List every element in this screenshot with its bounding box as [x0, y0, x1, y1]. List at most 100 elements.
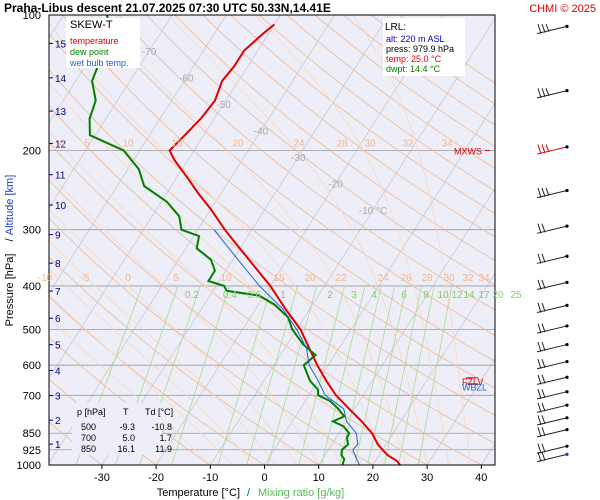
wind-barb-dot	[565, 342, 569, 347]
theta-label: 34	[441, 138, 453, 149]
altitude-tick-label: 10	[55, 201, 67, 212]
theta-label: 5	[84, 138, 90, 149]
wind-barb-flag	[545, 144, 550, 153]
wind-barb-dot	[565, 224, 569, 228]
y-axis-label-pressure: Pressure [hPa]	[4, 254, 16, 327]
legend-heading: SKEW-T	[70, 19, 113, 31]
altitude-tick-label: 3	[55, 392, 61, 403]
lrl-box	[383, 18, 465, 76]
wind-barb-flag	[537, 402, 542, 413]
mixing-ratio-line	[354, 285, 396, 465]
wind-barb-dot	[565, 390, 569, 394]
level-label-wbzl: WBZL	[462, 383, 487, 393]
wind-barbs	[536, 23, 569, 463]
isotherm-label: -10 °C	[359, 206, 387, 217]
lrl-heading: LRL:	[385, 22, 406, 33]
theta-label: 15	[171, 138, 183, 149]
wind-barb-shaft	[536, 453, 568, 463]
table-cell: 11.9	[155, 444, 172, 454]
wind-barb-flag	[545, 23, 550, 32]
wind-barb-flag	[541, 223, 546, 233]
x-tick-label: -30	[94, 472, 110, 484]
table-cell: -9.3	[119, 422, 135, 432]
mixing-ratio-line	[383, 285, 422, 465]
legend-dew-point: dew point	[70, 47, 109, 57]
moist-adiabat-line	[97, 15, 406, 465]
x-axis-label-mixing-ratio: Mixing ratio [g/kg]	[258, 487, 344, 499]
pressure-tick-label: 400	[23, 281, 41, 293]
mixing-ratio-label: 0.2	[185, 290, 199, 301]
table-header-t: T	[123, 407, 129, 417]
wind-barb-flag	[537, 374, 542, 385]
theta-label: 20	[232, 138, 244, 149]
mixing-ratio-label: 25	[510, 290, 522, 301]
wind-barb-flag	[537, 443, 542, 454]
wind-barb-flag	[537, 302, 542, 313]
wind-barb-dot	[565, 324, 569, 328]
dry-adiabat-line	[49, 256, 320, 465]
isotherm-line	[372, 272, 495, 465]
wind-barb-shaft	[536, 281, 568, 291]
mixing-ratio-label: 14	[463, 290, 475, 301]
isotherm-line	[426, 357, 495, 465]
pressure-tick-label: 700	[23, 390, 41, 402]
wind-barb-dot	[565, 403, 569, 407]
wind-barb-flag	[541, 88, 546, 98]
wind-barb-flag	[537, 187, 542, 198]
wind-barb-flag	[541, 253, 546, 263]
dry-adiabat-line	[62, 15, 495, 362]
wind-barb-dot	[565, 254, 569, 258]
legend-temperature: temperature	[70, 36, 119, 46]
theta-label: 20	[304, 273, 316, 284]
wind-barb-flag	[541, 23, 546, 33]
wind-barb-flag	[541, 389, 546, 399]
axes: -30 -20 -10 0 10 20 30 401002003004005006007008…	[17, 10, 522, 484]
mixing-ratio-line	[298, 285, 345, 465]
wind-barb-dot	[565, 428, 569, 432]
pressure-tick-label: 1000	[17, 460, 41, 472]
moist-adiabat-line	[254, 15, 450, 465]
wind-barb-flag	[537, 427, 542, 437]
moist-adiabat-line	[49, 317, 211, 465]
dew-point-line	[88, 15, 351, 465]
wind-barb-flag	[537, 389, 542, 400]
wind-barb-shaft	[536, 417, 568, 426]
isotherm-label: -70	[142, 47, 157, 58]
mixing-ratio-line	[398, 285, 435, 465]
x-tick-label: 30	[421, 472, 433, 484]
isotherm-label: -20	[328, 179, 343, 190]
mixing-ratio-line	[217, 285, 272, 465]
wind-barb-shaft	[536, 344, 568, 353]
theta-label: 30	[364, 138, 376, 149]
level-label-fzlv: FZLV	[462, 377, 483, 387]
wind-barb-shaft	[536, 25, 568, 35]
lrl-dewpoint: dwpt: 14.4 °C	[386, 64, 441, 74]
altitude-tick-label: 6	[55, 314, 61, 325]
moist-adiabat-line	[167, 15, 428, 465]
pressure-tick-label: 300	[23, 225, 41, 237]
lrl-altitude: alt: 220 m ASL	[386, 34, 445, 44]
moist-adiabat-line	[49, 240, 276, 465]
isotherm-label: -50	[216, 100, 231, 111]
lrl-temperature: temp: 25.0 °C	[386, 54, 442, 64]
dry-adiabat-line	[49, 142, 483, 465]
wind-barb-dot	[565, 416, 569, 420]
isotherm-line	[49, 15, 173, 209]
level-table: p [hPa] T Td [°C] 500 -9.3 -10.8 700 5.0…	[72, 403, 173, 455]
wind-barb-shaft	[536, 429, 568, 438]
wind-barb-shaft	[536, 325, 568, 334]
wind-barb-flag	[537, 279, 542, 290]
wind-barb-flag	[537, 144, 542, 155]
wind-barb-flag	[545, 88, 550, 97]
wind-barb-flag	[541, 323, 546, 333]
legend-wet-bulb: wet bulb temp.	[69, 58, 129, 68]
theta-label: 32	[402, 138, 414, 149]
isotherm-line	[101, 15, 390, 465]
wind-barb-flag	[537, 451, 542, 462]
wind-barb-shaft	[536, 146, 568, 155]
lrl-info: LRL: alt: 220 m ASL press: 979.9 hPa tem…	[383, 18, 465, 76]
dry-adiabat-line	[49, 105, 495, 444]
table-header-td: Td [°C]	[145, 407, 173, 417]
wind-barb-dot	[565, 280, 569, 284]
